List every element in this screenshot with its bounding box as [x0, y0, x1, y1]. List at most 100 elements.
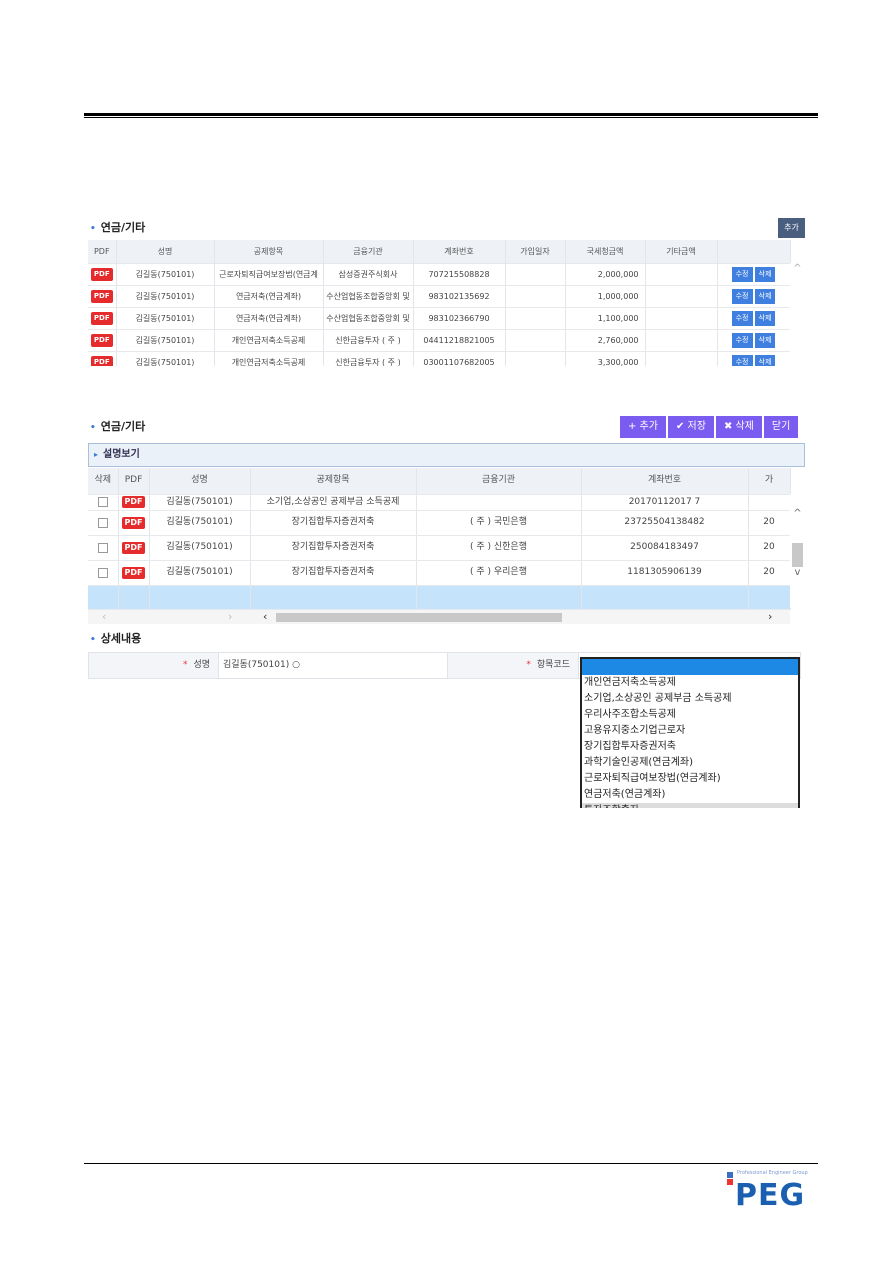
scroll-thumb[interactable]: [276, 613, 562, 622]
column-header: 가: [748, 468, 791, 495]
table-row[interactable]: PDF 김길동(750101) 연금저축(연금계좌) 수산업협동조합중앙회 및 9831…: [88, 307, 791, 330]
delete-button[interactable]: 삭제: [754, 354, 776, 366]
edit-button[interactable]: 수정: [731, 288, 753, 304]
column-header: 기타금액: [645, 240, 718, 264]
row-checkbox[interactable]: [97, 542, 108, 553]
pdf-cell[interactable]: PDF: [88, 285, 117, 308]
pdf-cell[interactable]: PDF: [88, 263, 117, 286]
scroll-up-icon[interactable]: ^: [793, 508, 802, 519]
close-button[interactable]: 닫기: [763, 416, 799, 438]
vertical-scrollbar[interactable]: ^ v: [790, 494, 805, 608]
dropdown-option[interactable]: 연금저축(연금계좌): [584, 789, 666, 800]
pdf-icon[interactable]: PDF: [90, 311, 113, 325]
table-row[interactable]: PDF 김길동(750101) 개인연금저축소득공제 신한금융투자 ( 주 ) 0300…: [88, 351, 791, 366]
description-toggle[interactable]: 설명보기: [88, 443, 805, 467]
pdf-icon[interactable]: PDF: [121, 541, 146, 554]
edit-button[interactable]: 수정: [731, 354, 753, 366]
pension-table: PDF 성명 공제항목 금융기관 계좌번호 가입일자 국세청금액 기타금액 PDF 김길동(750…: [88, 240, 791, 366]
delete-button[interactable]: 삭제: [754, 288, 776, 304]
pdf-cell[interactable]: PDF: [118, 494, 150, 511]
scroll-left-icon[interactable]: ‹: [263, 610, 268, 623]
cell: [505, 285, 566, 308]
pdf-icon[interactable]: PDF: [121, 496, 146, 508]
pdf-icon[interactable]: PDF: [121, 516, 146, 529]
cell: 김길동(750101): [149, 494, 251, 511]
cell: 1181305906139: [581, 560, 749, 586]
pdf-cell[interactable]: PDF: [118, 535, 150, 561]
actions-cell: 수정 삭제: [717, 263, 791, 286]
column-header: 공제항목: [250, 468, 417, 495]
cell: 250084183497: [581, 535, 749, 561]
pdf-icon[interactable]: PDF: [121, 566, 146, 579]
actions-cell: 수정 삭제: [717, 351, 791, 366]
edit-button[interactable]: 수정: [731, 266, 753, 282]
column-header: [717, 240, 791, 264]
pdf-icon[interactable]: PDF: [90, 289, 113, 303]
add-button[interactable]: 추가: [778, 218, 805, 238]
table-row[interactable]: PDF 김길동(750101) 근로자퇴직급여보장법(연금계 삼성증권주식회사 7072…: [88, 263, 791, 286]
dropdown-option[interactable]: 장기집합투자증권저축: [584, 741, 676, 752]
cell: 03001107682005: [413, 351, 506, 366]
horizontal-scrollbar[interactable]: ‹ › ‹ ›: [88, 610, 790, 624]
scroll-right-icon[interactable]: ›: [768, 610, 773, 623]
table-row[interactable]: PDF 김길동(750101) 장기집합투자증권저축( 주 ) 신한은행 250084…: [88, 535, 791, 561]
cell: 삼성증권주식회사: [323, 263, 414, 286]
pdf-cell[interactable]: PDF: [88, 307, 117, 330]
cell: ( 주 ) 신한은행: [416, 535, 582, 561]
pdf-icon[interactable]: PDF: [90, 267, 113, 281]
cell: [581, 585, 749, 610]
vertical-scrollbar[interactable]: ^: [790, 263, 805, 366]
cell: [416, 585, 582, 610]
table-row[interactable]: PDF 김길동(750101) 장기집합투자증권저축( 주 ) 우리은행 118130…: [88, 560, 791, 586]
cell: 김길동(750101): [116, 329, 215, 352]
dropdown-option[interactable]: [582, 659, 798, 675]
dropdown-option[interactable]: 과학기술인공제(연금계좌): [584, 757, 694, 768]
dropdown-option[interactable]: 우리사주조합소득공제: [584, 709, 676, 720]
delete-button[interactable]: 삭제: [754, 310, 776, 326]
cell: 707215508828: [413, 263, 506, 286]
table-row[interactable]: PDF 김길동(750101) 개인연금저축소득공제 신한금융투자 ( 주 ) 0441…: [88, 329, 791, 352]
delete-button[interactable]: 삭제: [754, 332, 776, 348]
section-title: 연금/기타: [90, 221, 146, 236]
dropdown-option[interactable]: 소기업,소상공인 공제부금 소득공제: [584, 693, 732, 704]
pdf-cell[interactable]: PDF: [118, 510, 150, 536]
scroll-thumb[interactable]: [792, 543, 803, 567]
row-checkbox[interactable]: [97, 517, 108, 528]
header-rule: [84, 113, 818, 116]
pdf-cell[interactable]: PDF: [118, 560, 150, 586]
name-field[interactable]: 김길동(750101) ○: [218, 652, 448, 679]
pdf-cell[interactable]: PDF: [88, 329, 117, 352]
selected-new-row[interactable]: [88, 585, 791, 610]
dropdown-option[interactable]: 투자조합출자: [582, 803, 798, 808]
delete-button[interactable]: 삭제: [754, 266, 776, 282]
row-checkbox[interactable]: [97, 567, 108, 578]
dropdown-option[interactable]: 고용유지중소기업근로자: [584, 725, 686, 736]
save-button[interactable]: ✔ 저장: [667, 416, 714, 438]
cell: [505, 263, 566, 286]
edit-button[interactable]: 수정: [731, 332, 753, 348]
delete-button[interactable]: ✖ 삭제: [715, 416, 762, 438]
cell: 김길동(750101): [116, 285, 215, 308]
cell: 김길동(750101): [149, 510, 251, 536]
scroll-down-icon[interactable]: v: [794, 567, 801, 578]
edit-button[interactable]: 수정: [731, 310, 753, 326]
dropdown-option[interactable]: 개인연금저축소득공제: [584, 677, 676, 688]
column-header: 성명: [149, 468, 251, 495]
dropdown-option[interactable]: 근로자퇴직급여보장법(연금계좌): [584, 773, 721, 784]
table-row[interactable]: PDF 김길동(750101) 연금저축(연금계좌) 수산업협동조합중앙회 및 9831…: [88, 285, 791, 308]
pension-edit-table: 삭제 PDF 성명 공제항목 금융기관 계좌번호 가 PDF 김길동(750101) 소기업,소상…: [88, 468, 791, 610]
pdf-icon[interactable]: PDF: [90, 355, 113, 366]
toolbar: + 추가 ✔ 저장 ✖ 삭제 닫기: [620, 416, 799, 438]
cell: 신한금융투자 ( 주 ): [323, 329, 414, 352]
table-row[interactable]: PDF 김길동(750101) 장기집합투자증권저축( 주 ) 국민은행 237255…: [88, 510, 791, 536]
pdf-cell[interactable]: PDF: [88, 351, 117, 366]
row-checkbox[interactable]: [97, 497, 108, 507]
table-row[interactable]: PDF 김길동(750101) 소기업,소상공인 공제부금 소득공제 20170112…: [88, 494, 791, 511]
cell: ( 주 ) 국민은행: [416, 510, 582, 536]
pdf-icon[interactable]: PDF: [90, 333, 113, 347]
add-button[interactable]: + 추가: [620, 416, 666, 438]
cell: [250, 585, 417, 610]
cell: 04411218821005: [413, 329, 506, 352]
header-rule-thin: [84, 117, 818, 118]
